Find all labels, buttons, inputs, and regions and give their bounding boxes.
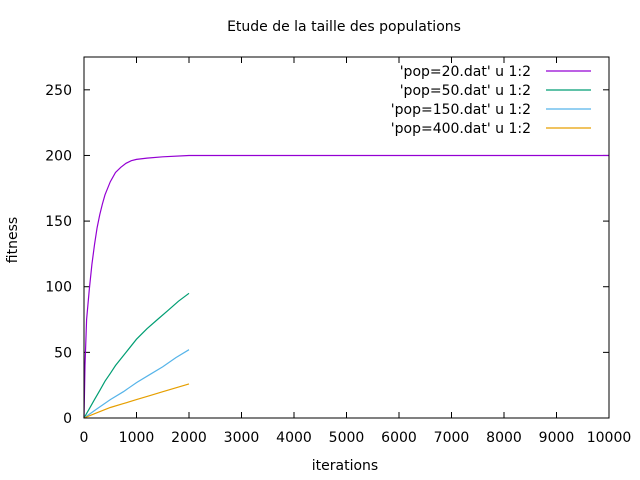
x-tick-label: 3000 <box>224 430 260 446</box>
x-tick-label: 5000 <box>329 430 365 446</box>
series-line-1 <box>83 292 190 419</box>
y-tick-label: 100 <box>45 280 72 296</box>
y-tick-label: 250 <box>45 83 72 99</box>
x-tick-label: 8000 <box>486 430 522 446</box>
x-tick-label: 2000 <box>171 430 207 446</box>
x-tick-label: 4000 <box>276 430 312 446</box>
y-tick-label: 150 <box>45 214 72 230</box>
legend-label-0: 'pop=20.dat' u 1:2 <box>400 64 531 80</box>
y-tick-label: 0 <box>63 411 72 427</box>
axis-ticks: 0 1000 2000 3000 4000 5000 6000 7000 8000 9000 100… <box>45 57 631 446</box>
x-tick-label: 10000 <box>587 430 632 446</box>
legend-label-1: 'pop=50.dat' u 1:2 <box>400 83 531 99</box>
chart-title: Etude de la taille des populations <box>227 19 461 35</box>
x-tick-label: 7000 <box>434 430 470 446</box>
x-axis-label: iterations <box>312 458 378 474</box>
x-tick-label: 0 <box>80 430 89 446</box>
y-axis-label: fitness <box>5 217 21 263</box>
legend-label-2: 'pop=150.dat' u 1:2 <box>391 102 531 118</box>
legend-label-3: 'pop=400.dat' u 1:2 <box>391 121 531 137</box>
y-tick-label: 50 <box>54 345 72 361</box>
plot-frame <box>83 56 610 419</box>
y-tick-label: 200 <box>45 148 72 164</box>
series-line-0 <box>83 154 609 419</box>
series-line-3 <box>83 383 190 419</box>
x-tick-label: 1000 <box>119 430 155 446</box>
x-tick-label: 9000 <box>539 430 575 446</box>
x-tick-label: 6000 <box>381 430 417 446</box>
series-line-2 <box>83 349 190 419</box>
legend: 'pop=20.dat' u 1:2 'pop=50.dat' u 1:2 'pop… <box>391 64 591 137</box>
series-lines <box>83 154 609 419</box>
